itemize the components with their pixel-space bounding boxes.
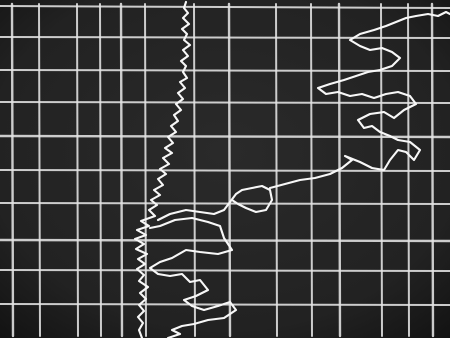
middle-trace [148,216,238,338]
grid-line-horizontal [0,36,450,39]
right-trace [268,10,450,190]
left-trace [133,0,192,338]
middle-trace-upper [156,184,274,222]
grid-line-horizontal [0,269,450,272]
grid-line-horizontal [0,5,450,9]
grid-line-horizontal [0,202,450,205]
grid-line-horizontal [0,134,450,139]
grid-line-horizontal [0,169,450,172]
grid-line-horizontal [0,101,450,104]
